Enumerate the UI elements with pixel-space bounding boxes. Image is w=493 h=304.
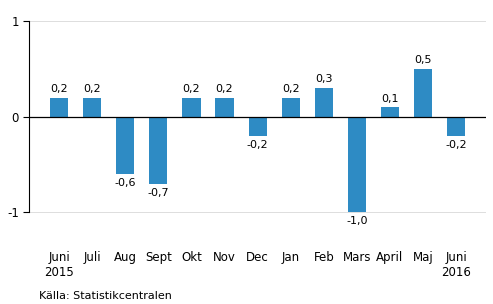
Text: 0,2: 0,2 (282, 84, 300, 94)
Text: 0,2: 0,2 (216, 84, 233, 94)
Text: 0,2: 0,2 (50, 84, 68, 94)
Text: 0,5: 0,5 (414, 55, 432, 65)
Text: -0,6: -0,6 (114, 178, 136, 188)
Text: -1,0: -1,0 (346, 216, 368, 226)
Bar (50, 98, 68, 117)
Text: -0,7: -0,7 (147, 188, 169, 198)
Bar (348, 117, 366, 212)
Bar (315, 88, 333, 117)
Text: 0,2: 0,2 (182, 84, 200, 94)
Bar (447, 117, 465, 136)
Bar (282, 98, 300, 117)
Text: -0,2: -0,2 (247, 140, 269, 150)
Text: 0,3: 0,3 (315, 74, 333, 85)
Bar (248, 117, 267, 136)
Bar (116, 117, 135, 174)
Bar (182, 98, 201, 117)
Text: 0,1: 0,1 (381, 94, 399, 103)
Bar (381, 107, 399, 117)
Bar (149, 117, 168, 184)
Text: 0,2: 0,2 (83, 84, 101, 94)
Bar (83, 98, 101, 117)
Bar (414, 69, 432, 117)
Text: Källa: Statistikcentralen: Källa: Statistikcentralen (39, 291, 173, 301)
Bar (215, 98, 234, 117)
Text: -0,2: -0,2 (445, 140, 467, 150)
